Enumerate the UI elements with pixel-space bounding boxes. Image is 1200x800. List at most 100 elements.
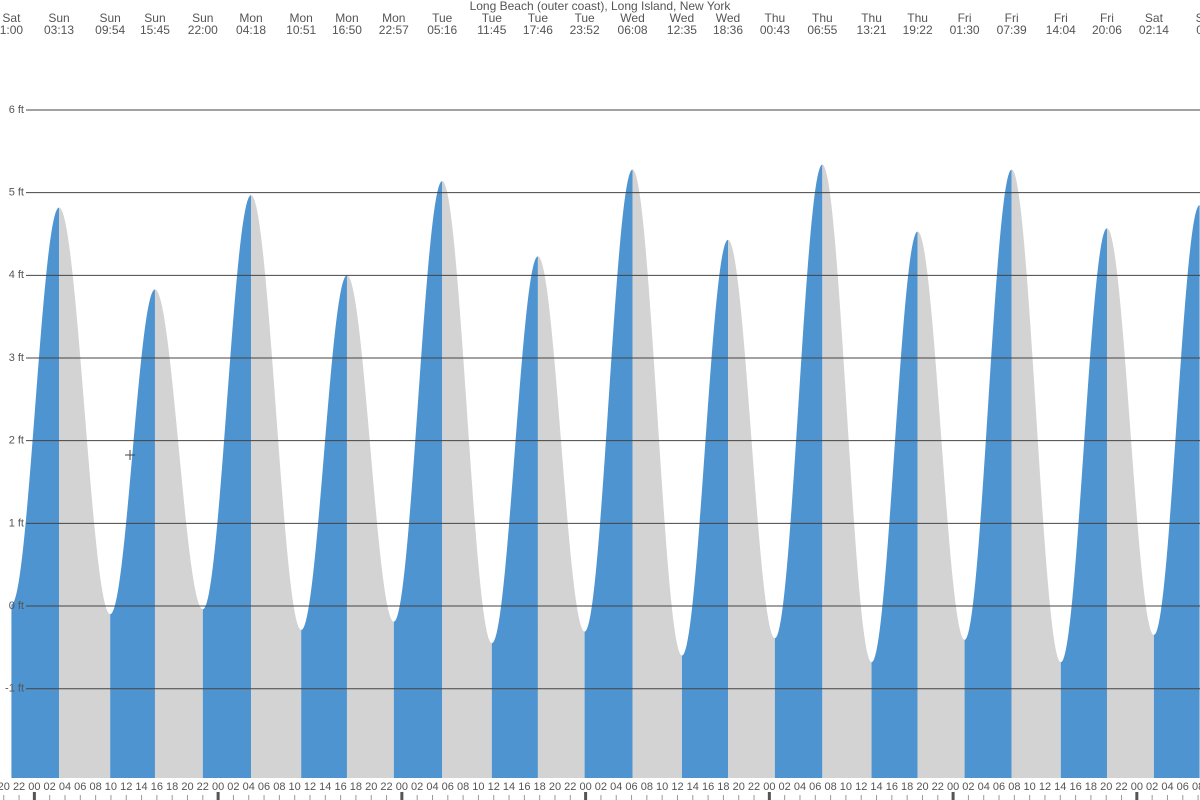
x-tick-label: 08	[89, 781, 101, 793]
x-tick-label: 22	[564, 781, 576, 793]
tide-segment	[681, 239, 729, 778]
x-tick-label: 22	[380, 781, 392, 793]
extreme-time: 03:13	[44, 23, 74, 37]
x-tick-label: 14	[319, 781, 331, 793]
extreme-day: Thu	[765, 11, 786, 25]
tide-segment	[584, 169, 633, 779]
x-tick-label: 10	[472, 781, 484, 793]
extreme-day: Sat	[1145, 11, 1164, 25]
extreme-time: 06:08	[618, 23, 648, 37]
tide-segment	[202, 195, 252, 778]
x-tick-label: 12	[120, 781, 132, 793]
x-tick-label: 20	[0, 781, 10, 793]
extreme-day: Wed	[620, 11, 644, 25]
tide-segment	[728, 239, 775, 778]
extreme-day: Sun	[48, 11, 69, 25]
extreme-day: S	[1196, 11, 1200, 25]
x-tick-label: 12	[1039, 781, 1051, 793]
extreme-day: Fri	[958, 11, 972, 25]
x-tick-label: 06	[258, 781, 270, 793]
x-tick-label: 02	[44, 781, 56, 793]
x-tick-label: 08	[1192, 781, 1200, 793]
extreme-time: 14:04	[1046, 23, 1076, 37]
x-tick-label: 08	[1008, 781, 1020, 793]
tide-segment	[442, 181, 492, 778]
extreme-time: 19:22	[903, 23, 933, 37]
x-tick-label: 16	[886, 781, 898, 793]
x-tick-label: 16	[151, 781, 163, 793]
tide-segment	[393, 181, 443, 778]
x-tick-label: 04	[794, 781, 806, 793]
x-tick-label: 20	[549, 781, 561, 793]
x-tick-label: 00	[28, 781, 40, 793]
extreme-time: 07:39	[997, 23, 1027, 37]
x-tick-label: 00	[947, 781, 959, 793]
extreme-time: 12:35	[667, 23, 697, 37]
chart-title: Long Beach (outer coast), Long Island, N…	[470, 0, 732, 13]
x-tick-label: 00	[396, 781, 408, 793]
tide-segment	[632, 169, 682, 779]
x-tick-label: 14	[1054, 781, 1066, 793]
x-tick-label: 04	[426, 781, 438, 793]
x-tick-label: 06	[809, 781, 821, 793]
tide-segment	[1011, 169, 1061, 779]
x-tick-label: 04	[1161, 781, 1173, 793]
tide-segment	[1106, 228, 1154, 778]
x-tick-label: 18	[717, 781, 729, 793]
tide-segment	[537, 256, 585, 778]
tide-segment	[491, 256, 538, 778]
x-tick-label: 00	[579, 781, 591, 793]
x-tick-label: 00	[763, 781, 775, 793]
x-tick-label: 10	[289, 781, 301, 793]
x-tick-label: 02	[962, 781, 974, 793]
x-tick-label: 12	[488, 781, 500, 793]
extreme-day: Sun	[144, 11, 165, 25]
tide-segment	[110, 289, 155, 778]
extreme-time: 01:30	[950, 23, 980, 37]
x-tick-label: 06	[442, 781, 454, 793]
x-tick-label: 12	[855, 781, 867, 793]
x-tick-label: 20	[1100, 781, 1112, 793]
tide-segment	[154, 289, 203, 778]
extreme-day: Fri	[1054, 11, 1068, 25]
tide-segment	[59, 207, 111, 778]
extreme-time: 06:55	[807, 23, 837, 37]
extreme-day: Fri	[1100, 11, 1114, 25]
tide-segment	[301, 275, 347, 778]
x-tick-label: 14	[503, 781, 515, 793]
extreme-time: 02:14	[1139, 23, 1169, 37]
x-tick-label: 08	[457, 781, 469, 793]
x-tick-label: 04	[59, 781, 71, 793]
extreme-time: 18:36	[713, 23, 743, 37]
extreme-time: 10:51	[286, 23, 316, 37]
extreme-day: Wed	[716, 11, 740, 25]
extreme-day: Thu	[861, 11, 882, 25]
x-tick-label: 20	[365, 781, 377, 793]
extreme-day: Sun	[99, 11, 120, 25]
plot-area	[11, 164, 1200, 779]
x-tick-label: 14	[135, 781, 147, 793]
extreme-day: Thu	[907, 11, 928, 25]
x-tick-label: 16	[518, 781, 530, 793]
extreme-day: Tue	[528, 11, 549, 25]
x-tick-label: 10	[656, 781, 668, 793]
x-tick-label: 06	[1177, 781, 1189, 793]
x-tick-label: 22	[748, 781, 760, 793]
x-tick-label: 12	[671, 781, 683, 793]
x-tick-label: 18	[534, 781, 546, 793]
extreme-day: Wed	[670, 11, 694, 25]
extreme-day: Fri	[1005, 11, 1019, 25]
x-tick-label: 18	[166, 781, 178, 793]
y-tick-label: 1 ft	[9, 517, 24, 529]
x-tick-label: 14	[687, 781, 699, 793]
tide-segment	[251, 195, 302, 778]
x-tick-label: 10	[840, 781, 852, 793]
x-tick-label: 02	[595, 781, 607, 793]
x-tick-label: 18	[350, 781, 362, 793]
x-tick-label: 02	[411, 781, 423, 793]
x-tick-label: 16	[702, 781, 714, 793]
extreme-day: Thu	[812, 11, 833, 25]
x-tick-label: 20	[733, 781, 745, 793]
extreme-time: 15:45	[140, 23, 170, 37]
tide-segment	[871, 231, 918, 778]
